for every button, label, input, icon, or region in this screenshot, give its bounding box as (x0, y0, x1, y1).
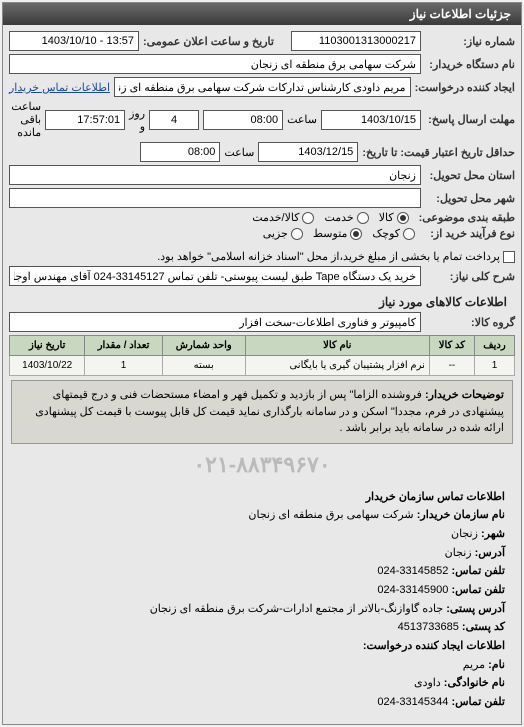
th-unit: واحد شمارش (162, 336, 245, 356)
radio-small[interactable]: کوچک (372, 227, 415, 240)
radio-dot-icon (302, 212, 314, 224)
radio-small-label: کوچک (372, 227, 400, 240)
c-postaddr-label: آدرس پستی: (446, 603, 505, 615)
validity-label: حداقل تاریخ اعتبار قیمت: تا تاریخ: (362, 146, 515, 159)
goods-table: ردیف کد کالا نام کالا واحد شمارش تعداد /… (9, 335, 515, 376)
cr-name-label: نام: (488, 659, 505, 671)
need-number-label: شماره نیاز: (425, 35, 515, 48)
cr-tel-label: تلفن تماس: (451, 696, 505, 708)
radio-kala[interactable]: کالا (379, 211, 409, 224)
radio-partial[interactable]: جزیی (263, 227, 303, 240)
contact-section-title: اطلاعات تماس سازمان خریدار (366, 491, 505, 503)
classification-label: طبقه بندی موضوعی: (419, 211, 515, 224)
check-payment[interactable]: پرداخت تمام یا بخشی از مبلغ خرید،از محل … (157, 250, 515, 263)
cell-name: نرم افزار پشتیبان گیری یا بایگانی (245, 356, 429, 376)
radio-khadamat-label: خدمت (324, 211, 353, 224)
radio-khadamat[interactable]: خدمت (324, 211, 368, 224)
description-input[interactable] (9, 266, 421, 286)
radio-dot-icon (403, 228, 415, 240)
c-post-label: کد پستی: (462, 621, 505, 633)
th-qty: تعداد / مقدار (85, 336, 162, 356)
creator-input[interactable] (114, 77, 411, 97)
cell-qty: 1 (85, 356, 162, 376)
org-value: شرکت سهامی برق منطقه ای زنجان (248, 509, 413, 521)
payment-note-label: پرداخت تمام یا بخشی از مبلغ خرید،از محل … (157, 250, 500, 263)
c-city-label: شهر: (481, 528, 505, 540)
remaining-time-input (45, 110, 125, 130)
province-label: استان محل تحویل: (425, 169, 515, 182)
c-tel-label: تلفن تماس: (451, 565, 505, 577)
radio-dot-icon (291, 228, 303, 240)
radio-dot-icon (397, 212, 409, 224)
radio-both-label: کالا/خدمت (252, 211, 299, 224)
buyer-note-label: توضیحات خریدار: (425, 389, 504, 401)
details-panel: جزئیات اطلاعات نیاز شماره نیاز: تاریخ و … (2, 2, 522, 725)
radio-medium-label: متوسط (313, 227, 348, 240)
group-label: گروه کالا: (425, 316, 515, 329)
cell-date: 1403/10/22 (10, 356, 85, 376)
remain-label: ساعت باقی مانده (9, 100, 41, 139)
radio-partial-label: جزیی (263, 227, 288, 240)
table-header-row: ردیف کد کالا نام کالا واحد شمارش تعداد /… (10, 336, 515, 356)
radio-dot-icon (357, 212, 369, 224)
buy-type-label: نوع فرآیند خرید از: (425, 227, 515, 240)
th-code: کد کالا (429, 336, 474, 356)
c-post-value: 4513733685 (398, 621, 459, 633)
city-input[interactable] (9, 188, 421, 208)
cr-family-label: نام خانوادگی: (444, 677, 505, 689)
cell-idx: 1 (474, 356, 514, 376)
cell-code: -- (429, 356, 474, 376)
city-label: شهر محل تحویل: (425, 192, 515, 205)
watermark-phone: ۰۲۱-۸۸۳۴۹۶۷۰ (9, 448, 515, 482)
validity-date-input[interactable] (258, 142, 358, 162)
radio-medium[interactable]: متوسط (313, 227, 363, 240)
th-date: تاریخ نیاز (10, 336, 85, 356)
radio-kala-label: کالا (379, 211, 394, 224)
cell-unit: بسته (162, 356, 245, 376)
org-label: نام سازمان خریدار: (417, 509, 505, 521)
creator-section-title: اطلاعات ایجاد کننده درخواست: (363, 640, 505, 652)
c-fax-label: تلفن تماس: (451, 584, 505, 596)
need-number-input[interactable] (291, 31, 421, 51)
group-input[interactable] (9, 312, 421, 332)
cr-name-value: مریم (463, 659, 485, 671)
buyer-device-input[interactable] (9, 54, 421, 74)
c-fax-value: 33145900-024 (377, 584, 448, 596)
th-row: ردیف (474, 336, 514, 356)
buyer-note-box: توضیحات خریدار: فروشنده الزاما" پس از با… (11, 380, 513, 444)
province-input[interactable] (9, 165, 421, 185)
announce-label: تاریخ و ساعت اعلان عمومی: (143, 35, 274, 48)
deadline-label: مهلت ارسال پاسخ: (425, 113, 515, 126)
cr-tel-value: 33145344-024 (377, 696, 448, 708)
buyer-contact-link[interactable]: اطلاعات تماس خریدار (9, 81, 110, 94)
table-row[interactable]: 1 -- نرم افزار پشتیبان گیری یا بایگانی ب… (10, 356, 515, 376)
days-input[interactable] (149, 110, 199, 130)
days-label: روز و (129, 107, 145, 133)
radio-both[interactable]: کالا/خدمت (252, 211, 314, 224)
goods-section-title: اطلاعات کالاهای مورد نیاز (9, 289, 515, 312)
panel-header: جزئیات اطلاعات نیاز (3, 3, 521, 25)
c-addr-value: زنجان (445, 547, 472, 559)
announce-input[interactable] (9, 31, 139, 51)
checkbox-icon (503, 251, 515, 263)
c-city-value: زنجان (451, 528, 478, 540)
form-body: شماره نیاز: تاریخ و ساعت اعلان عمومی: نا… (3, 25, 521, 724)
cr-family-value: داودی (414, 677, 441, 689)
c-postaddr-value: جاده گاوازنگ-بالاتر از مجتمع ادارات-شرکت… (150, 603, 443, 615)
radio-dot-icon (350, 228, 362, 240)
buyer-device-label: نام دستگاه خریدار: (425, 58, 515, 71)
hour-label-1: ساعت (287, 113, 317, 126)
th-name: نام کالا (245, 336, 429, 356)
c-tel-value: 33145852-024 (377, 565, 448, 577)
description-label: شرح کلی نیاز: (425, 270, 515, 283)
hour-label-2: ساعت (224, 146, 254, 159)
contact-info-block: اطلاعات تماس سازمان خریدار نام سازمان خر… (9, 482, 515, 718)
deadline-date-input[interactable] (321, 110, 421, 130)
deadline-hour-input[interactable] (203, 110, 283, 130)
validity-hour-input[interactable] (140, 142, 220, 162)
c-addr-label: آدرس: (475, 547, 505, 559)
creator-label: ایجاد کننده درخواست: (415, 81, 515, 94)
